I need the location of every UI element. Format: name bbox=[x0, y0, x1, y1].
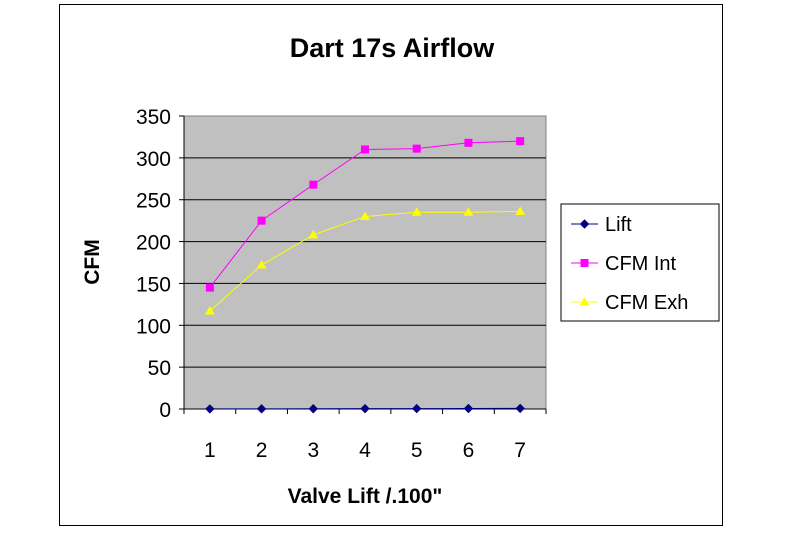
legend-marker bbox=[580, 259, 589, 267]
data-point-cfm-int bbox=[464, 138, 473, 147]
data-point-cfm-int bbox=[257, 216, 266, 225]
data-point-cfm-exh bbox=[256, 260, 267, 269]
data-point-cfm-int bbox=[516, 137, 525, 146]
legend-label: CFM Int bbox=[605, 253, 677, 275]
x-tick-label: 6 bbox=[463, 439, 475, 462]
data-point-lift bbox=[412, 403, 422, 414]
y-tick-label: 150 bbox=[136, 273, 171, 296]
data-point-lift bbox=[256, 404, 267, 414]
y-tick-label: 300 bbox=[136, 148, 171, 171]
x-tick-label: 1 bbox=[204, 439, 216, 462]
series-cfm-exh bbox=[204, 206, 526, 315]
legend-entries: Lift CFM Int CFM Exh bbox=[571, 214, 688, 314]
x-axis-title: Valve Lift /.100" bbox=[288, 485, 443, 508]
legend-marker bbox=[579, 219, 590, 229]
series bbox=[204, 137, 526, 414]
x-tick-label: 3 bbox=[307, 439, 319, 462]
y-tick-label: 200 bbox=[136, 232, 171, 255]
x-tick-label: 4 bbox=[359, 439, 371, 462]
data-point-cfm-exh bbox=[204, 306, 215, 315]
data-point-lift bbox=[308, 404, 318, 414]
y-tick-label: 50 bbox=[148, 357, 171, 380]
y-axis-title: CFM bbox=[81, 239, 104, 285]
data-point-lift bbox=[360, 403, 370, 414]
data-point-lift bbox=[515, 403, 525, 414]
data-point-cfm-exh bbox=[360, 211, 370, 220]
plot-area bbox=[183, 115, 547, 410]
legend-label: Lift bbox=[605, 214, 632, 236]
legend-marker bbox=[579, 296, 590, 306]
series-cfm-int bbox=[205, 137, 525, 292]
y-tick-label: 350 bbox=[136, 106, 171, 129]
x-tick-label: 5 bbox=[411, 439, 423, 462]
data-point-cfm-int bbox=[412, 144, 421, 153]
legend-entry-lift: Lift bbox=[571, 214, 632, 236]
x-tick-label: 7 bbox=[514, 439, 526, 462]
y-tick-labels: 0 50 100 150 200 250 300 350 bbox=[136, 106, 171, 422]
gridlines bbox=[184, 157, 546, 368]
legend-entry-cfm-exh: CFM Exh bbox=[571, 292, 688, 314]
data-point-cfm-exh bbox=[308, 229, 319, 239]
y-tick-label: 0 bbox=[159, 399, 171, 422]
data-point-lift bbox=[205, 404, 215, 414]
data-point-cfm-int bbox=[309, 180, 318, 189]
x-tick-labels: 1 2 3 4 5 6 7 bbox=[204, 439, 526, 462]
chart-title: Dart 17s Airflow bbox=[290, 33, 496, 63]
data-point-cfm-exh bbox=[463, 207, 474, 216]
x-tick-label: 2 bbox=[256, 439, 268, 462]
data-point-cfm-int bbox=[205, 283, 214, 292]
y-tick-label: 250 bbox=[136, 190, 171, 213]
data-point-cfm-exh bbox=[411, 207, 422, 216]
data-point-cfm-exh bbox=[515, 206, 526, 215]
data-point-lift bbox=[463, 403, 474, 414]
legend-label: CFM Exh bbox=[605, 292, 688, 314]
series-lift bbox=[205, 403, 525, 414]
data-point-cfm-int bbox=[361, 145, 369, 154]
y-tick-label: 100 bbox=[136, 315, 171, 338]
legend-entry-cfm-int: CFM Int bbox=[571, 253, 677, 275]
